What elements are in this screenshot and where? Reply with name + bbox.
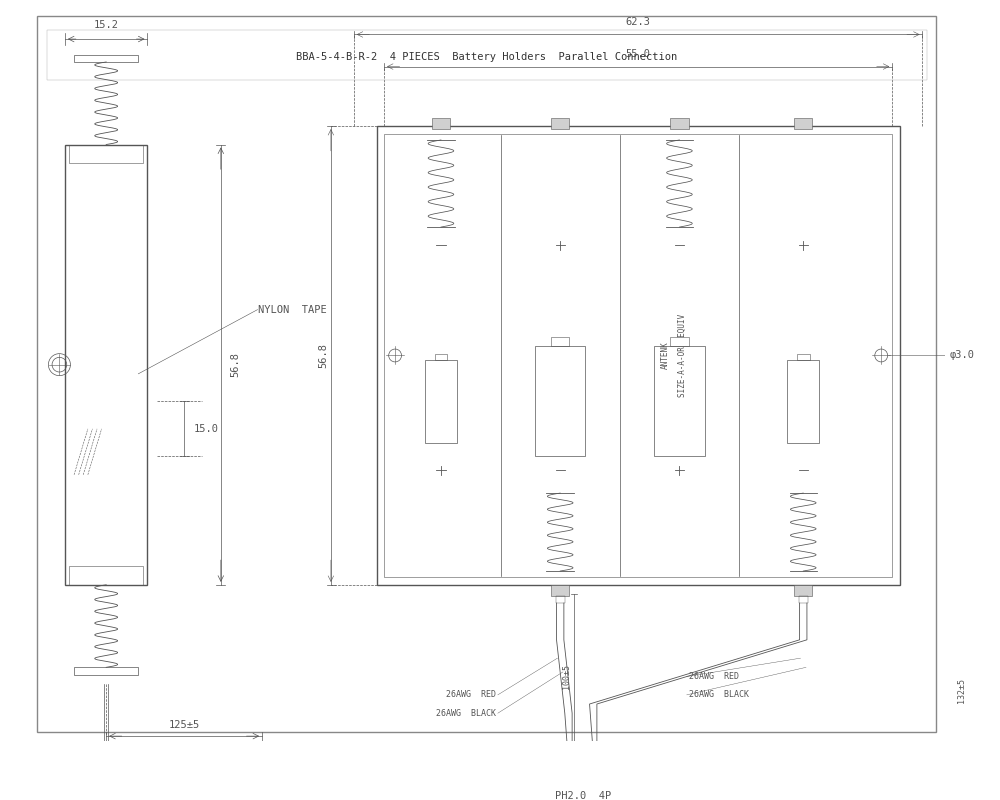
- Bar: [797, 354, 810, 360]
- Bar: [47, 30, 927, 80]
- Bar: [432, 118, 450, 129]
- Bar: [425, 360, 457, 442]
- Text: BBA-5-4-B-R-2  4 PIECES  Battery Holders  Parallel Connection: BBA-5-4-B-R-2 4 PIECES Battery Holders P…: [296, 52, 677, 62]
- Bar: [670, 118, 689, 129]
- Text: 26AWG  RED: 26AWG RED: [446, 690, 496, 699]
- Text: 55.0: 55.0: [626, 50, 651, 59]
- Bar: [435, 354, 447, 360]
- Text: 26AWG  BLACK: 26AWG BLACK: [689, 690, 749, 699]
- Bar: [384, 134, 892, 578]
- Bar: [787, 360, 819, 442]
- Text: PH2.0  4P: PH2.0 4P: [555, 791, 611, 800]
- Bar: [69, 145, 143, 163]
- Bar: [556, 596, 565, 603]
- Bar: [794, 585, 812, 596]
- Text: 56.8: 56.8: [230, 352, 240, 377]
- Bar: [551, 118, 569, 129]
- Text: 125±5: 125±5: [169, 720, 200, 730]
- Text: SIZE-A-A-OR  EQUIV: SIZE-A-A-OR EQUIV: [678, 314, 687, 397]
- Bar: [535, 346, 585, 456]
- Text: 132±5: 132±5: [957, 678, 966, 702]
- Text: ANTENK: ANTENK: [661, 342, 670, 370]
- Text: φ3.0: φ3.0: [950, 350, 975, 361]
- Bar: [551, 337, 569, 346]
- Text: 26AWG  BLACK: 26AWG BLACK: [436, 709, 496, 718]
- Text: 15.2: 15.2: [94, 20, 119, 30]
- Text: NYLON  TAPE: NYLON TAPE: [258, 305, 326, 314]
- Bar: [79, 741, 125, 759]
- Bar: [69, 566, 143, 585]
- Bar: [799, 596, 808, 603]
- Text: 56.8: 56.8: [319, 343, 329, 368]
- Bar: [74, 667, 138, 674]
- Text: 62.3: 62.3: [626, 17, 651, 27]
- Bar: [592, 746, 599, 764]
- Bar: [560, 741, 606, 768]
- Bar: [377, 126, 900, 585]
- Bar: [574, 746, 580, 764]
- Text: 100±5: 100±5: [562, 664, 571, 689]
- Bar: [551, 585, 569, 596]
- Bar: [794, 118, 812, 129]
- Bar: [565, 746, 571, 764]
- Bar: [583, 746, 590, 764]
- Bar: [74, 54, 138, 62]
- Bar: [654, 346, 705, 456]
- Text: 26AWG  RED: 26AWG RED: [689, 672, 739, 681]
- Bar: [670, 337, 689, 346]
- Bar: [65, 145, 147, 585]
- Text: 15.0: 15.0: [193, 424, 218, 434]
